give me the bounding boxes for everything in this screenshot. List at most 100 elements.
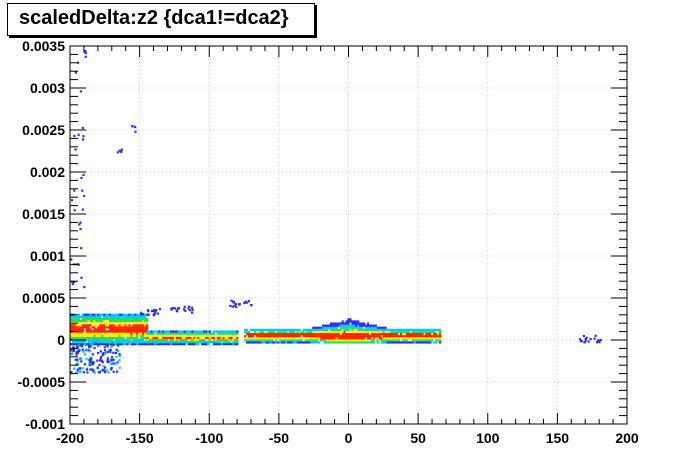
x-tick-label: 100 — [476, 430, 500, 446]
heatmap-cell — [384, 337, 387, 340]
heatmap-cell — [318, 335, 321, 338]
heatmap-cell — [244, 330, 247, 334]
heatmap-cell — [251, 328, 255, 331]
heatmap-cell — [228, 338, 231, 342]
heatmap-cell — [231, 305, 234, 308]
heatmap-cell — [417, 341, 420, 344]
heatmap-cell — [329, 330, 333, 334]
heatmap-cell — [73, 328, 77, 331]
heatmap-cell — [411, 341, 414, 344]
heatmap-cell — [120, 338, 123, 342]
heatmap-cell — [306, 339, 309, 342]
heatmap-cell — [148, 332, 151, 335]
heatmap-cell — [357, 337, 360, 340]
heatmap-cell — [378, 332, 381, 336]
heatmap-cell — [343, 330, 346, 334]
heatmap-cell — [349, 324, 352, 327]
heatmap-cell — [394, 341, 397, 344]
heatmap-cell — [93, 340, 96, 344]
heatmap-cell — [331, 330, 334, 334]
heatmap-cell — [294, 335, 297, 338]
heatmap-cell — [112, 343, 115, 347]
heatmap-cell — [279, 337, 282, 340]
heatmap-cell — [437, 335, 440, 338]
heatmap-cell — [181, 340, 184, 344]
heatmap-cell — [114, 330, 118, 333]
heatmap-cell — [409, 328, 412, 331]
heatmap-cell — [351, 320, 354, 323]
heatmap-cell — [378, 337, 381, 340]
heatmap-cell — [366, 332, 370, 336]
heatmap-cell — [110, 362, 113, 366]
heatmap-cell — [124, 343, 127, 346]
heatmap-cell — [323, 337, 327, 340]
heatmap-cell — [216, 330, 219, 333]
heatmap-cell — [275, 328, 278, 331]
heatmap-cell — [148, 338, 151, 342]
heatmap-cell — [83, 353, 87, 356]
heatmap-cell — [355, 324, 358, 327]
heatmap-cell — [108, 338, 112, 342]
heatmap-cell — [164, 336, 167, 339]
heatmap-cell — [292, 337, 295, 340]
heatmap-cell — [94, 342, 98, 345]
heatmap-cell — [134, 332, 137, 335]
heatmap-cell — [203, 343, 206, 346]
heatmap-cell — [427, 330, 430, 334]
heatmap-cell — [128, 328, 131, 331]
heatmap-cell — [435, 339, 438, 342]
heatmap-cell — [292, 335, 295, 338]
heatmap-cell — [247, 330, 251, 334]
chart-title: scaledDelta:z2 {dca1!=dca2} — [19, 7, 289, 29]
heatmap-cell — [168, 332, 171, 335]
heatmap-cell — [103, 317, 106, 321]
heatmap-cell — [216, 332, 219, 335]
heatmap-cell — [596, 339, 600, 342]
heatmap-cell — [112, 330, 116, 333]
heatmap-cell — [316, 335, 319, 338]
heatmap-cell — [72, 367, 76, 370]
heatmap-cell — [370, 328, 373, 331]
heatmap-cell — [75, 345, 79, 348]
heatmap-cell — [323, 341, 327, 344]
heatmap-cell — [177, 343, 180, 346]
heatmap-cell — [370, 326, 373, 329]
heatmap-cell — [347, 318, 350, 321]
heatmap-cell — [132, 340, 135, 344]
heatmap-cell — [150, 334, 153, 337]
heatmap-cell — [370, 330, 373, 334]
heatmap-cell — [195, 338, 198, 342]
heatmap-cell — [203, 338, 206, 342]
heatmap-cell — [140, 343, 143, 346]
heatmap-cell — [88, 358, 91, 362]
heatmap-cell — [169, 332, 173, 335]
heatmap-cell — [77, 263, 80, 266]
heatmap-cell — [265, 330, 268, 334]
heatmap-cell — [247, 339, 251, 342]
heatmap-cell — [281, 335, 284, 338]
heatmap-cell — [75, 363, 78, 366]
heatmap-cell — [77, 344, 80, 347]
heatmap-cell — [244, 339, 247, 342]
heatmap-cell — [431, 330, 434, 334]
heatmap-cell — [335, 328, 338, 331]
heatmap-cell — [83, 363, 86, 366]
heatmap-cell — [212, 340, 216, 344]
heatmap-cell — [79, 227, 82, 231]
heatmap-cell — [290, 341, 294, 344]
heatmap-cell — [112, 334, 116, 337]
heatmap-cell — [335, 326, 338, 329]
heatmap-cell — [91, 326, 94, 329]
heatmap-cell — [362, 330, 366, 334]
heatmap-cell — [187, 307, 190, 310]
heatmap-cell — [392, 337, 395, 340]
heatmap-cell — [419, 337, 422, 340]
heatmap-cell — [359, 335, 362, 338]
heatmap-cell — [71, 324, 75, 327]
heatmap-cell — [128, 340, 131, 344]
heatmap-cell — [81, 315, 84, 318]
heatmap-cell — [110, 358, 113, 362]
heatmap-cell — [164, 334, 167, 337]
heatmap-cell — [380, 337, 383, 340]
heatmap-cell — [255, 339, 258, 342]
